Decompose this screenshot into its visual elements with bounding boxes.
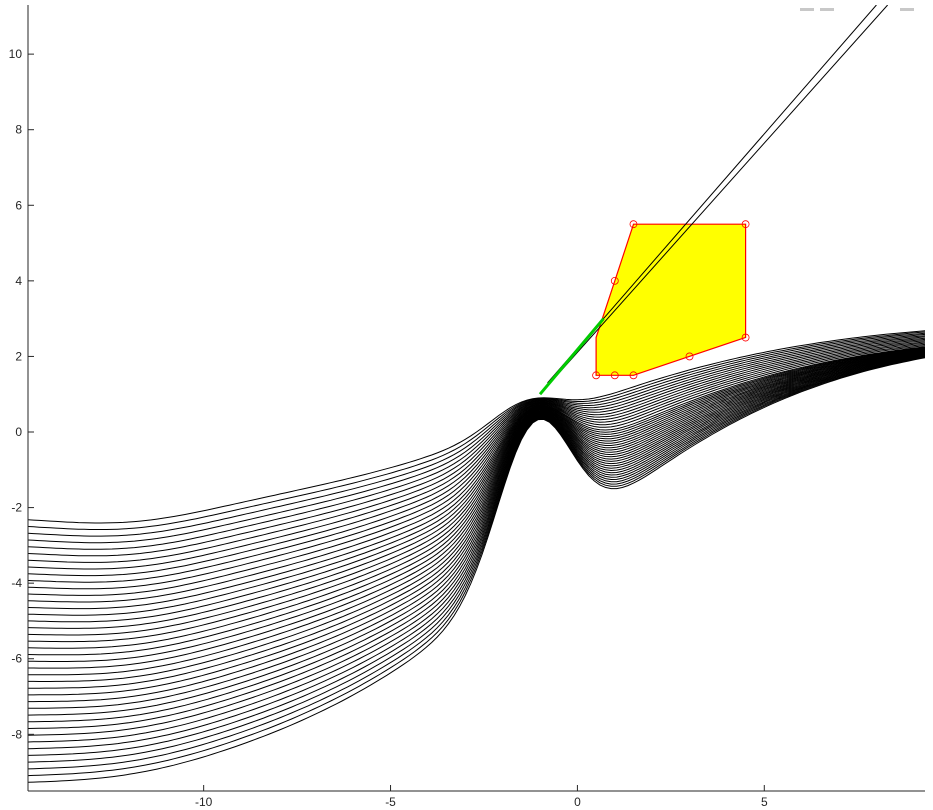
pan-icon[interactable]: [820, 8, 834, 11]
contour-curve: [28, 351, 925, 696]
contour-curve: [28, 331, 925, 530]
y-tick-label: -2: [11, 501, 22, 515]
contour-curve: [28, 349, 925, 662]
vertex-marker: [610, 276, 619, 285]
y-tick-label: 4: [15, 274, 22, 288]
feasible-region: [595, 223, 747, 376]
x-tick-label: -10: [195, 795, 213, 809]
region-polygon: [595, 223, 747, 376]
contour-curve: [28, 330, 925, 524]
x-tick-label: -5: [385, 795, 396, 809]
contour-curve: [28, 348, 925, 643]
y-tick-label: -6: [11, 652, 22, 666]
vertex-markers: [592, 220, 750, 380]
contour-curve: [28, 338, 925, 570]
contour-curve: [28, 349, 925, 656]
y-tick-label: 6: [15, 198, 22, 212]
contour-curve: [28, 353, 925, 729]
y-tick-label: -8: [11, 727, 22, 741]
contour-curve: [28, 352, 925, 703]
axes-toolbar[interactable]: [760, 0, 933, 11]
contour-curve: [28, 353, 925, 716]
contour-curve: [28, 337, 925, 563]
vertex-marker: [610, 371, 619, 380]
zoom-icon[interactable]: [900, 8, 914, 11]
contour-curve: [28, 345, 925, 603]
contour-curve: [28, 348, 925, 636]
path-segment: [538, 317, 605, 396]
contour-curve: [28, 347, 925, 623]
contour-curve: [28, 342, 925, 590]
contour-curve: [28, 343, 925, 596]
contour-curve: [28, 354, 925, 736]
contour-curve: [28, 352, 925, 709]
vertex-marker: [629, 371, 638, 380]
contour-curve: [28, 350, 925, 669]
contour-curve: [28, 356, 925, 777]
rotate-icon[interactable]: [800, 8, 814, 11]
x-tick-label: 0: [574, 795, 581, 809]
contour-curve: [28, 357, 925, 783]
contour-curve: [28, 351, 925, 682]
contour-curve: [28, 350, 925, 676]
axes: [27, 5, 925, 792]
axis-ticks: -10 -5 0 5 -8 -6 -4 -2 0 2 4 6 8 10: [9, 47, 768, 809]
contour-curve: [28, 348, 925, 649]
contour-curve: [28, 332, 925, 537]
y-tick-label: 8: [15, 123, 22, 137]
x-tick-label: 5: [761, 795, 768, 809]
vertex-marker: [629, 220, 638, 229]
contour-curve: [28, 351, 925, 689]
y-tick-label: 10: [9, 47, 23, 61]
y-tick-label: 0: [15, 425, 22, 439]
ray-line: [539, 5, 888, 395]
contour-curve: [28, 355, 925, 750]
contour-curve: [28, 346, 925, 610]
contour-curve: [28, 346, 925, 616]
optimal-path: [538, 317, 605, 396]
contour-curve: [28, 347, 925, 629]
contour-curve: [28, 335, 925, 550]
y-tick-label: 2: [15, 349, 22, 363]
vertex-marker: [741, 333, 750, 342]
vertex-marker: [741, 220, 750, 229]
contour-curve: [28, 354, 925, 743]
contour-curve: [28, 356, 925, 763]
y-tick-label: -4: [11, 576, 22, 590]
contour-curve: [28, 356, 925, 770]
contour-curve: [28, 353, 925, 723]
vertex-marker: [592, 371, 600, 380]
contour-curve: [28, 340, 925, 577]
contour-curve: [28, 355, 925, 756]
contour-curve: [28, 333, 925, 544]
contour-curve: [28, 341, 925, 583]
curve-family: [28, 330, 925, 783]
vertex-marker: [685, 352, 694, 361]
contour-curve: [28, 336, 925, 557]
